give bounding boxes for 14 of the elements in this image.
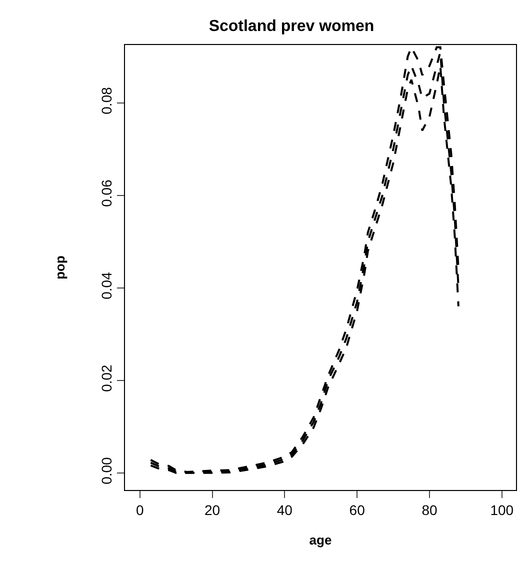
x-tick-label: 60 (349, 502, 366, 518)
y-tick-label: 0.00 (98, 456, 114, 484)
x-tick-label: 0 (136, 502, 144, 518)
y-tick-label: 0.04 (98, 272, 114, 300)
x-tick-label: 100 (490, 502, 514, 518)
x-axis-title: age (309, 532, 332, 548)
x-tick-label: 40 (276, 502, 293, 518)
chart-title: Scotland prev women (208, 18, 374, 35)
y-tick-label: 0.02 (98, 364, 114, 392)
x-tick-label: 20 (204, 502, 220, 518)
y-tick-label: 0.08 (98, 86, 114, 114)
x-tick-label: 80 (422, 502, 438, 518)
y-axis-title: pop (52, 256, 68, 280)
y-tick-label: 0.06 (98, 179, 114, 207)
